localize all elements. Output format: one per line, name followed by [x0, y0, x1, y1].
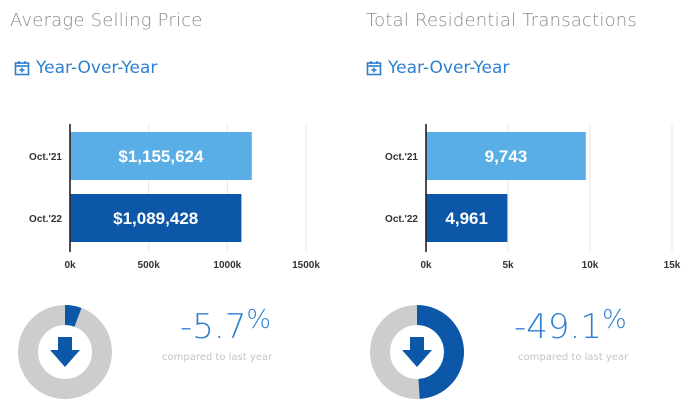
- subtitle: Year-Over-Year: [366, 58, 509, 78]
- transactions-change-value: -49.1%: [514, 305, 627, 347]
- bar-value-label: $1,089,428: [113, 209, 198, 228]
- average-selling-price-panel: Average Selling Price Year-Over-Year $1,…: [10, 10, 320, 399]
- x-tick-label: 0k: [420, 260, 432, 271]
- chart-title: Average Selling Price: [10, 10, 203, 31]
- category-label: Oct.'22: [385, 214, 418, 225]
- x-tick-label: 5k: [502, 260, 514, 271]
- subtitle-text: Year-Over-Year: [388, 58, 510, 78]
- arrow-down-icon: [402, 337, 432, 367]
- subtitle-text: Year-Over-Year: [36, 58, 158, 78]
- chart-title: Total Residential Transactions: [366, 10, 637, 31]
- bar-value-label: 4,961: [445, 209, 488, 228]
- category-label: Oct.'21: [385, 152, 418, 163]
- x-tick-label: 1000k: [213, 260, 241, 271]
- bar-oct-21: [70, 132, 252, 180]
- subtitle: Year-Over-Year: [14, 58, 157, 78]
- x-tick-label: 1500k: [292, 260, 320, 271]
- price-change-note: compared to last year: [162, 352, 273, 363]
- transactions-change-number: -49.1: [514, 307, 602, 347]
- transactions-bar-chart: 9,743 Oct.'21 4,961 Oct.'22 0k 5k 10k 15k: [385, 124, 681, 271]
- price-change-unit: %: [246, 305, 272, 335]
- price-bar-chart: $1,155,624 Oct.'21 $1,089,428 Oct.'22 0k 500k…: [29, 124, 320, 271]
- transactions-change-gauge: [370, 305, 464, 399]
- price-change-gauge: [18, 305, 112, 399]
- x-tick-label: 15k: [664, 260, 681, 271]
- transactions-change-note: compared to last year: [518, 352, 629, 363]
- bar-value-label: 9,743: [485, 147, 528, 166]
- bar-oct-22: [426, 194, 508, 242]
- bar-oct-21: [426, 132, 586, 180]
- total-transactions-panel: Total Residential Transactions Year-Over…: [348, 0, 696, 412]
- gauge-fill: [65, 305, 82, 327]
- category-label: Oct.'22: [29, 214, 62, 225]
- calendar-plus-icon: [366, 61, 382, 76]
- category-label: Oct.'21: [29, 152, 62, 163]
- transactions-change-unit: %: [601, 305, 627, 335]
- bar-value-label: $1,155,624: [118, 147, 204, 166]
- bar-oct-22: [70, 194, 242, 242]
- gauge-fill: [417, 305, 464, 399]
- price-change-value: -5.7%: [180, 305, 271, 347]
- x-tick-label: 0k: [64, 260, 76, 271]
- calendar-plus-icon: [14, 61, 30, 76]
- x-tick-label: 500k: [138, 260, 161, 271]
- arrow-down-icon: [50, 337, 80, 367]
- x-tick-label: 10k: [582, 260, 599, 271]
- price-change-number: -5.7: [180, 307, 247, 347]
